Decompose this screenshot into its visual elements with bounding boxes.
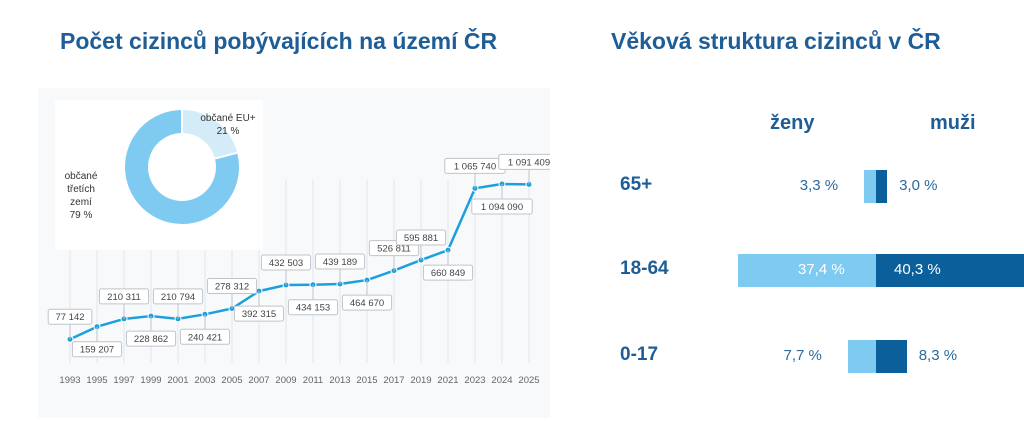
- label-women: 37,4 %: [798, 261, 845, 278]
- bar-men: [876, 339, 907, 373]
- donut-card: občané EU+ 21 % občané třetích zemí 79 %: [55, 100, 263, 250]
- data-label: 228 862: [125, 316, 177, 347]
- data-label: 278 312: [206, 278, 258, 309]
- x-tick-label: 2019: [410, 375, 431, 386]
- data-label: 1 094 090: [471, 184, 533, 215]
- svg-text:210 794: 210 794: [161, 292, 195, 303]
- donut-label-third: občané třetích zemí 79 %: [55, 170, 107, 222]
- donut-label-eu-name: občané EU+: [200, 113, 256, 124]
- svg-text:526 811: 526 811: [377, 244, 411, 255]
- bar-women: [847, 339, 876, 373]
- data-label: 210 311: [98, 288, 150, 319]
- bar-men: [876, 169, 888, 203]
- svg-text:228 862: 228 862: [134, 334, 168, 345]
- series-line: [69, 182, 530, 341]
- x-tick-label: 1995: [86, 375, 107, 386]
- legend-women: ženy: [770, 112, 815, 134]
- donut-label-third-line2: třetích zemí: [67, 184, 95, 208]
- svg-text:1 065 740: 1 065 740: [454, 161, 496, 172]
- x-tick-label: 2025: [518, 375, 539, 386]
- data-label: 432 503: [260, 254, 312, 285]
- bar-women: [863, 169, 876, 203]
- age-category-label: 18-64: [620, 258, 669, 279]
- svg-text:392 315: 392 315: [242, 309, 276, 320]
- svg-text:432 503: 432 503: [269, 258, 303, 269]
- label-men: 8,3 %: [918, 347, 958, 364]
- svg-text:439 189: 439 189: [323, 257, 357, 268]
- svg-text:278 312: 278 312: [215, 282, 249, 293]
- line-chart: 77 142 159 207 210 311 228 862 210 794 240 42…: [47, 153, 550, 386]
- svg-text:660 849: 660 849: [431, 268, 465, 279]
- donut-chart: [123, 107, 241, 226]
- svg-text:595 881: 595 881: [404, 233, 438, 244]
- donut-label-third-pct: 79 %: [69, 210, 93, 221]
- label-men: 40,3 %: [894, 261, 941, 278]
- donut-label-eu-pct: 21 %: [216, 126, 240, 137]
- svg-text:240 421: 240 421: [188, 332, 222, 343]
- x-tick-label: 2003: [194, 375, 215, 386]
- svg-text:159 207: 159 207: [80, 345, 114, 356]
- label-men: 3,0 %: [899, 177, 938, 194]
- x-tick-label: 1993: [59, 375, 80, 386]
- x-tick-label: 2009: [275, 375, 296, 386]
- x-tick-label: 2005: [221, 375, 242, 386]
- x-tick-label: 1999: [140, 375, 161, 386]
- svg-text:210 311: 210 311: [107, 292, 141, 303]
- label-women: 7,7 %: [783, 347, 822, 364]
- data-label: 660 849: [422, 250, 474, 281]
- data-label: 240 421: [179, 314, 231, 345]
- age-chart-title: Věková struktura cizinců v ČR: [611, 28, 941, 54]
- x-tick-label: 2023: [464, 375, 485, 386]
- x-tick-label: 2011: [303, 375, 323, 386]
- x-tick-label: 1997: [113, 375, 134, 386]
- svg-text:464 670: 464 670: [350, 298, 384, 309]
- legend-men: muži: [930, 112, 976, 134]
- donut-label-third-line1: občané: [64, 171, 98, 182]
- x-tick-label: 2007: [248, 375, 269, 386]
- bar-men: [876, 253, 1024, 287]
- data-label: 1 065 740: [444, 157, 506, 189]
- line-chart-panel: 77 142 159 207 210 311 228 862 210 794 240 42…: [38, 88, 550, 418]
- svg-text:1 094 090: 1 094 090: [481, 202, 523, 213]
- data-label: 210 794: [152, 288, 204, 319]
- data-label: 434 153: [287, 284, 339, 316]
- x-tick-label: 2015: [356, 375, 377, 386]
- age-category-label: 65+: [620, 174, 653, 195]
- age-category-label: 0-17: [620, 344, 659, 365]
- line-chart-title: Počet cizinců pobývajících na území ČR: [60, 28, 498, 54]
- x-tick-label: 2013: [329, 375, 350, 386]
- data-label: 595 881: [395, 229, 447, 261]
- donut-label-eu: občané EU+ 21 %: [195, 112, 261, 138]
- data-label: 464 670: [341, 280, 393, 311]
- x-tick-label: 2001: [167, 375, 188, 386]
- x-tick-label: 2017: [383, 375, 404, 386]
- x-tick-label: 2024: [491, 375, 512, 386]
- bar-women: [737, 253, 876, 287]
- svg-text:434 153: 434 153: [296, 303, 330, 314]
- svg-text:1 091 409: 1 091 409: [508, 157, 550, 168]
- data-label: 159 207: [71, 326, 123, 358]
- donut-slice-third-countries: [123, 107, 241, 226]
- data-label: 392 315: [233, 291, 285, 322]
- svg-text:77 142: 77 142: [55, 312, 84, 323]
- data-label: 77 142: [47, 308, 93, 340]
- data-label: 439 189: [314, 253, 366, 284]
- label-women: 3,3 %: [799, 177, 839, 194]
- data-label: 1 091 409: [498, 153, 550, 185]
- x-tick-label: 2021: [437, 375, 458, 386]
